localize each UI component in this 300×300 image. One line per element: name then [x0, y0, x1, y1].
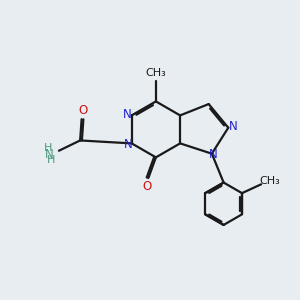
Text: N: N [45, 148, 54, 161]
Text: O: O [79, 104, 88, 118]
Text: N: N [124, 138, 133, 151]
Text: N: N [209, 148, 218, 161]
Text: N: N [123, 108, 132, 121]
Text: N: N [229, 120, 238, 133]
Text: H: H [44, 143, 52, 153]
Text: CH₃: CH₃ [146, 68, 166, 78]
Text: CH₃: CH₃ [259, 176, 280, 186]
Text: H: H [47, 155, 56, 165]
Text: O: O [143, 180, 152, 193]
